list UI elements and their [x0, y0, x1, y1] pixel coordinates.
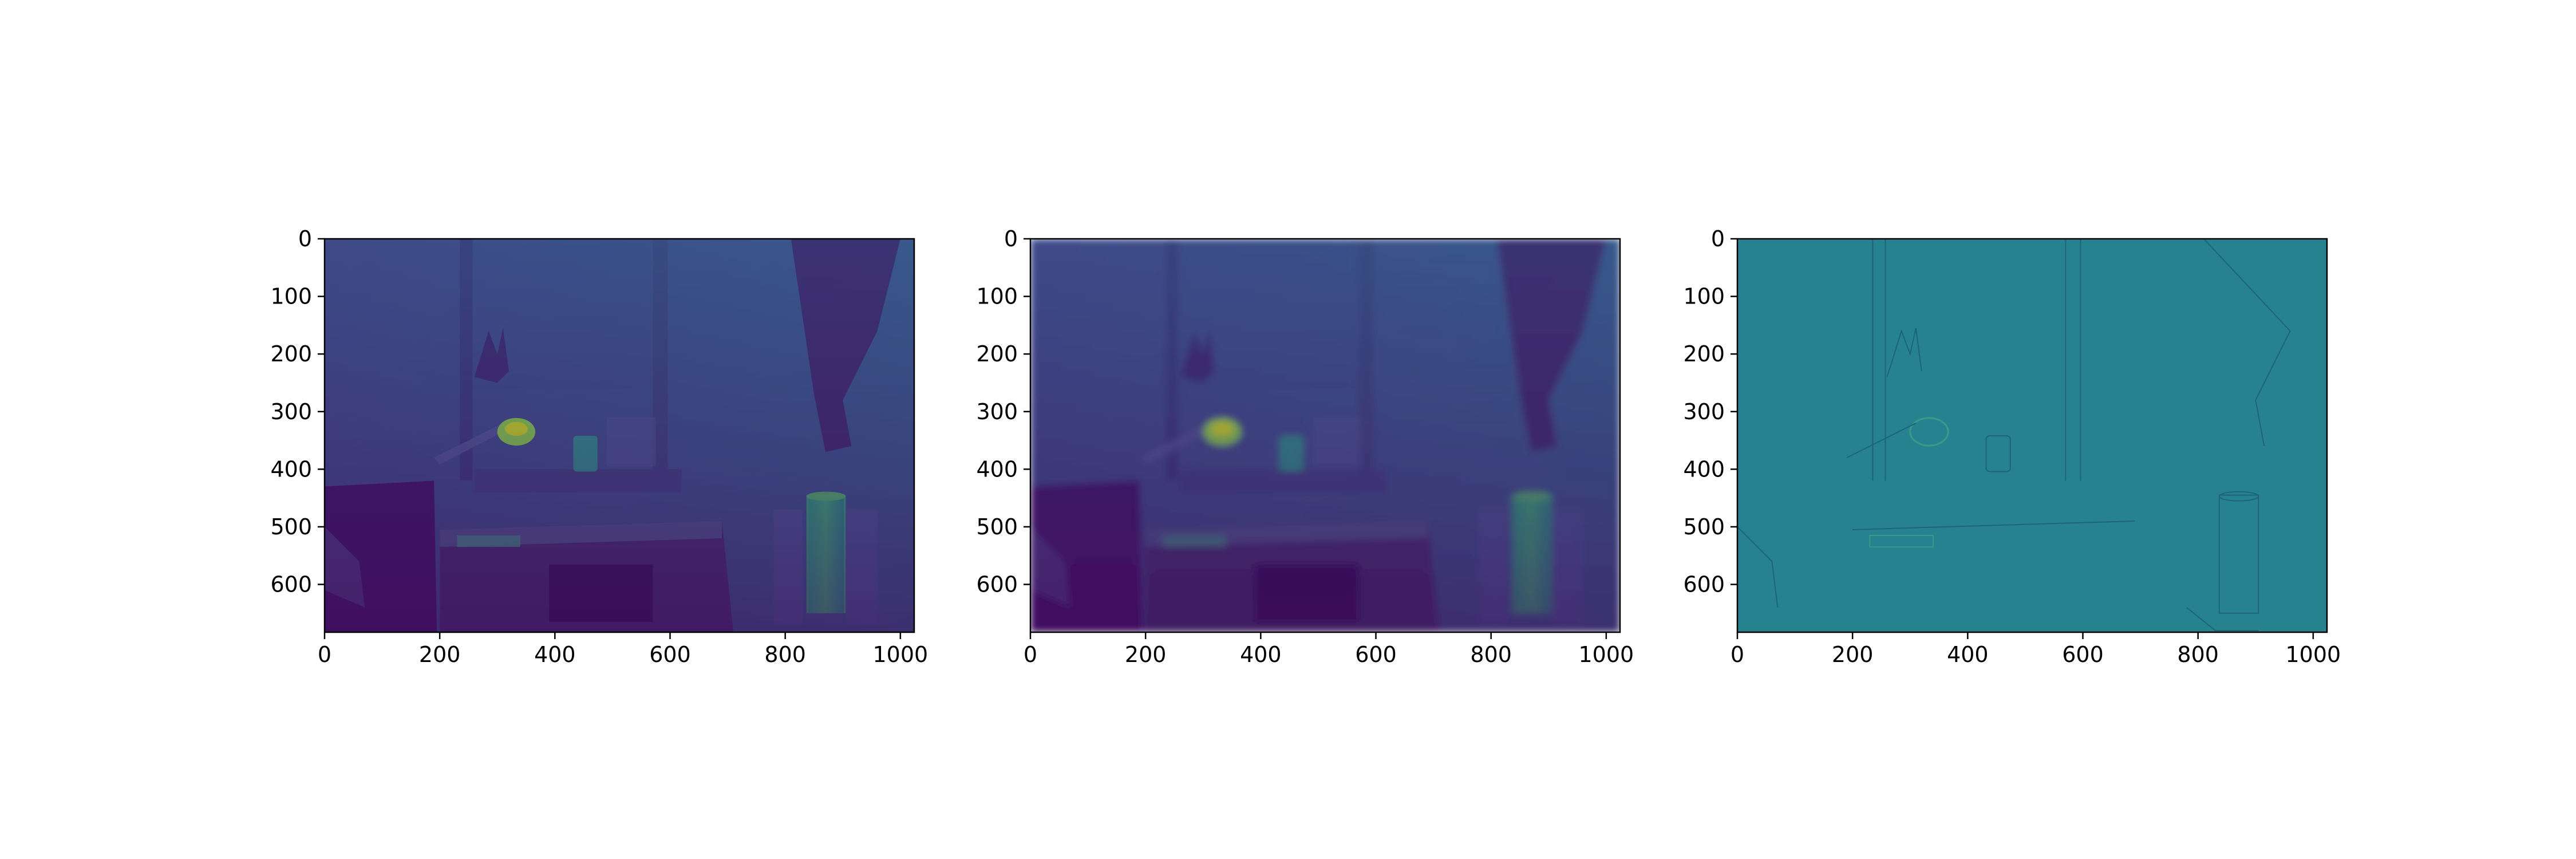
y-tick-label: 400 [976, 456, 1018, 482]
x-tick-label: 1000 [1579, 642, 1634, 667]
y-tick-label: 200 [270, 341, 312, 367]
x-tick-label: 400 [534, 642, 576, 667]
y-tick-label: 400 [270, 456, 312, 482]
x-tick-label: 600 [1355, 642, 1397, 667]
x-tick-label: 200 [1125, 642, 1167, 667]
y-tick-label: 400 [1683, 456, 1725, 482]
heatmap-image [1737, 239, 2327, 632]
y-tick-label: 600 [270, 572, 312, 597]
axes-frame [323, 238, 915, 633]
y-tick-label: 0 [1711, 226, 1725, 251]
subplot-1-original: 0 200 400 600 800 1000 0 100 200 300 400 500 600 [270, 226, 928, 667]
x-tick-label: 400 [1947, 642, 1989, 667]
x-tick-label: 600 [2062, 642, 2104, 667]
x-tick-label: 800 [1470, 642, 1512, 667]
y-tick-label: 200 [1683, 341, 1725, 367]
y-tick-label: 500 [976, 514, 1018, 539]
x-tick-label: 400 [1240, 642, 1282, 667]
y-tick-label: 300 [1683, 399, 1725, 424]
x-tick-label: 200 [419, 642, 461, 667]
y-tick-label: 600 [976, 572, 1018, 597]
y-tick-label: 500 [270, 514, 312, 539]
x-tick-label: 1000 [2286, 642, 2341, 667]
x-tick-label: 1000 [873, 642, 929, 667]
axes-frame [1736, 238, 2328, 633]
y-tick-label: 0 [1004, 226, 1018, 251]
x-tick-label: 600 [649, 642, 691, 667]
subplot-3-edges: 0 200 400 600 800 1000 0 100 200 300 400 500 600 [1683, 226, 2341, 667]
y-tick-label: 100 [976, 284, 1018, 309]
y-tick-label: 600 [1683, 572, 1725, 597]
axes-frame [1029, 238, 1621, 633]
y-tick-label: 100 [270, 284, 312, 309]
x-tick-label: 0 [1024, 642, 1037, 667]
y-tick-label: 0 [298, 226, 312, 251]
heatmap-image [325, 239, 914, 632]
x-tick-label: 800 [2177, 642, 2219, 667]
heatmap-image [1030, 239, 1620, 632]
x-tick-label: 0 [1730, 642, 1744, 667]
y-tick-label: 100 [1683, 284, 1725, 309]
y-tick-label: 300 [976, 399, 1018, 424]
y-tick-label: 500 [1683, 514, 1725, 539]
y-tick-label: 200 [976, 341, 1018, 367]
y-tick-label: 300 [270, 399, 312, 424]
x-tick-label: 800 [764, 642, 806, 667]
subplot-2-blurred: 0 200 400 600 800 1000 0 100 200 300 400 500 600 [976, 226, 1634, 667]
x-tick-label: 0 [318, 642, 331, 667]
x-tick-label: 200 [1832, 642, 1874, 667]
